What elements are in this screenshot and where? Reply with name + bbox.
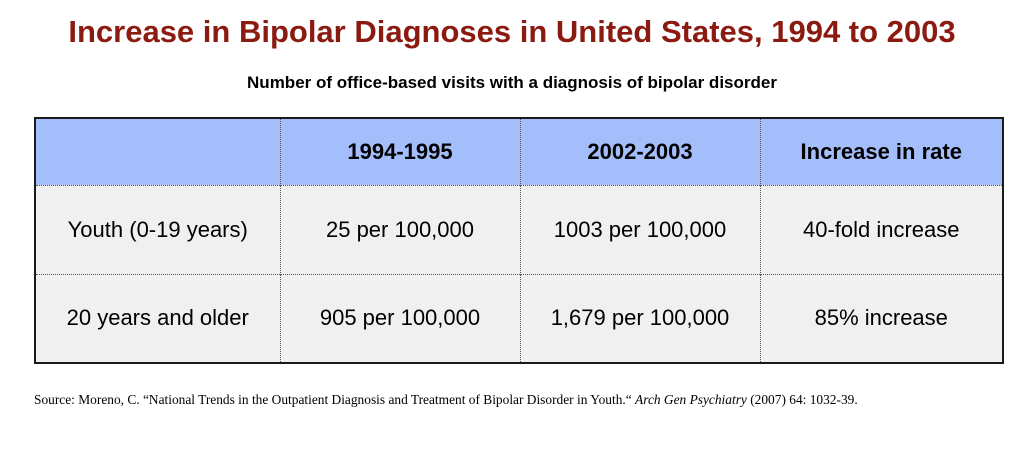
table-cell: 1003 per 100,000 (519, 184, 760, 274)
header-cell-1994-1995: 1994-1995 (279, 118, 520, 185)
citation-text: Source: Moreno, C. “National Trends in t… (34, 392, 636, 407)
citation-journal: Arch Gen Psychiatry (635, 392, 747, 407)
row-label-adults: 20 years and older (35, 273, 280, 363)
table-row: 20 years and older 905 per 100,000 1,679… (35, 273, 1003, 363)
header-cell-empty (35, 118, 280, 185)
header-cell-increase: Increase in rate (759, 118, 1003, 185)
header-cell-2002-2003: 2002-2003 (519, 118, 760, 185)
table-cell: 25 per 100,000 (279, 184, 520, 274)
citation-details: (2007) 64: 1032-39. (746, 392, 858, 407)
table-cell: 1,679 per 100,000 (519, 273, 760, 363)
table-row: Youth (0-19 years) 25 per 100,000 1003 p… (35, 184, 1003, 274)
table-cell: 905 per 100,000 (279, 273, 520, 363)
table-cell: 85% increase (759, 273, 1003, 363)
page-title: Increase in Bipolar Diagnoses in United … (68, 14, 956, 49)
row-label-youth: Youth (0-19 years) (35, 184, 280, 274)
table-cell: 40-fold increase (759, 184, 1003, 274)
bipolar-diagnoses-table: 1994-1995 2002-2003 Increase in rate You… (34, 117, 1004, 364)
source-citation: Source: Moreno, C. “National Trends in t… (34, 390, 1014, 410)
table-header-row: 1994-1995 2002-2003 Increase in rate (35, 118, 1003, 185)
table-subtitle: Number of office-based visits with a dia… (247, 73, 777, 92)
